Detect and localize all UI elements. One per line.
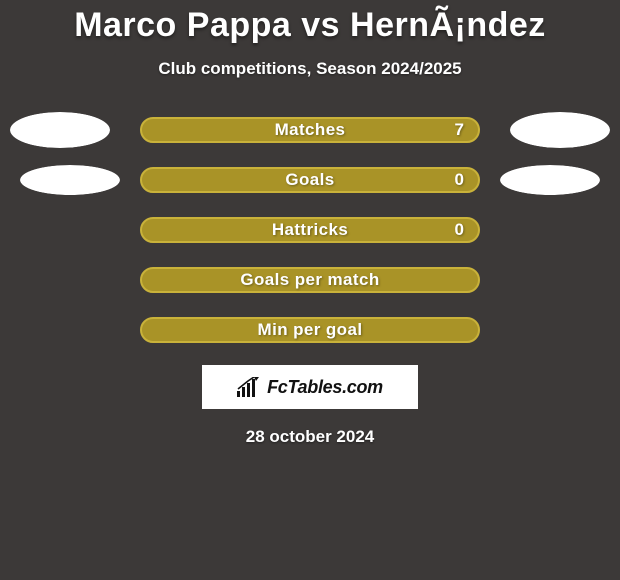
- stat-label: Goals per match: [240, 270, 379, 290]
- stat-label: Hattricks: [272, 220, 348, 240]
- source-logo: FcTables.com: [202, 365, 418, 409]
- stat-value-right: 0: [455, 170, 464, 190]
- stat-label: Min per goal: [258, 320, 363, 340]
- stat-label: Goals: [285, 170, 334, 190]
- stat-bar: Goals per match: [140, 267, 480, 293]
- stat-row-hattricks: Hattricks 0: [0, 217, 620, 243]
- stat-row-min-per-goal: Min per goal: [0, 317, 620, 343]
- player-right-avatar: [510, 112, 610, 148]
- chart-icon: [237, 377, 261, 397]
- stat-row-matches: Matches 7: [0, 117, 620, 143]
- stat-bar: Hattricks 0: [140, 217, 480, 243]
- player-left-avatar: [20, 165, 120, 195]
- stat-bar: Matches 7: [140, 117, 480, 143]
- footer-date: 28 october 2024: [0, 427, 620, 447]
- source-logo-text: FcTables.com: [267, 377, 383, 398]
- stat-rows: Matches 7 Goals 0 Hattricks 0 Goals per …: [0, 117, 620, 343]
- stat-bar: Min per goal: [140, 317, 480, 343]
- stat-row-goals-per-match: Goals per match: [0, 267, 620, 293]
- comparison-infographic: Marco Pappa vs HernÃ¡ndez Club competiti…: [0, 0, 620, 580]
- player-right-avatar: [500, 165, 600, 195]
- page-title: Marco Pappa vs HernÃ¡ndez: [0, 6, 620, 45]
- page-subtitle: Club competitions, Season 2024/2025: [0, 59, 620, 79]
- player-left-avatar: [10, 112, 110, 148]
- stat-value-right: 0: [455, 220, 464, 240]
- stat-row-goals: Goals 0: [0, 167, 620, 193]
- stat-label: Matches: [275, 120, 346, 140]
- stat-bar: Goals 0: [140, 167, 480, 193]
- stat-value-right: 7: [455, 120, 464, 140]
